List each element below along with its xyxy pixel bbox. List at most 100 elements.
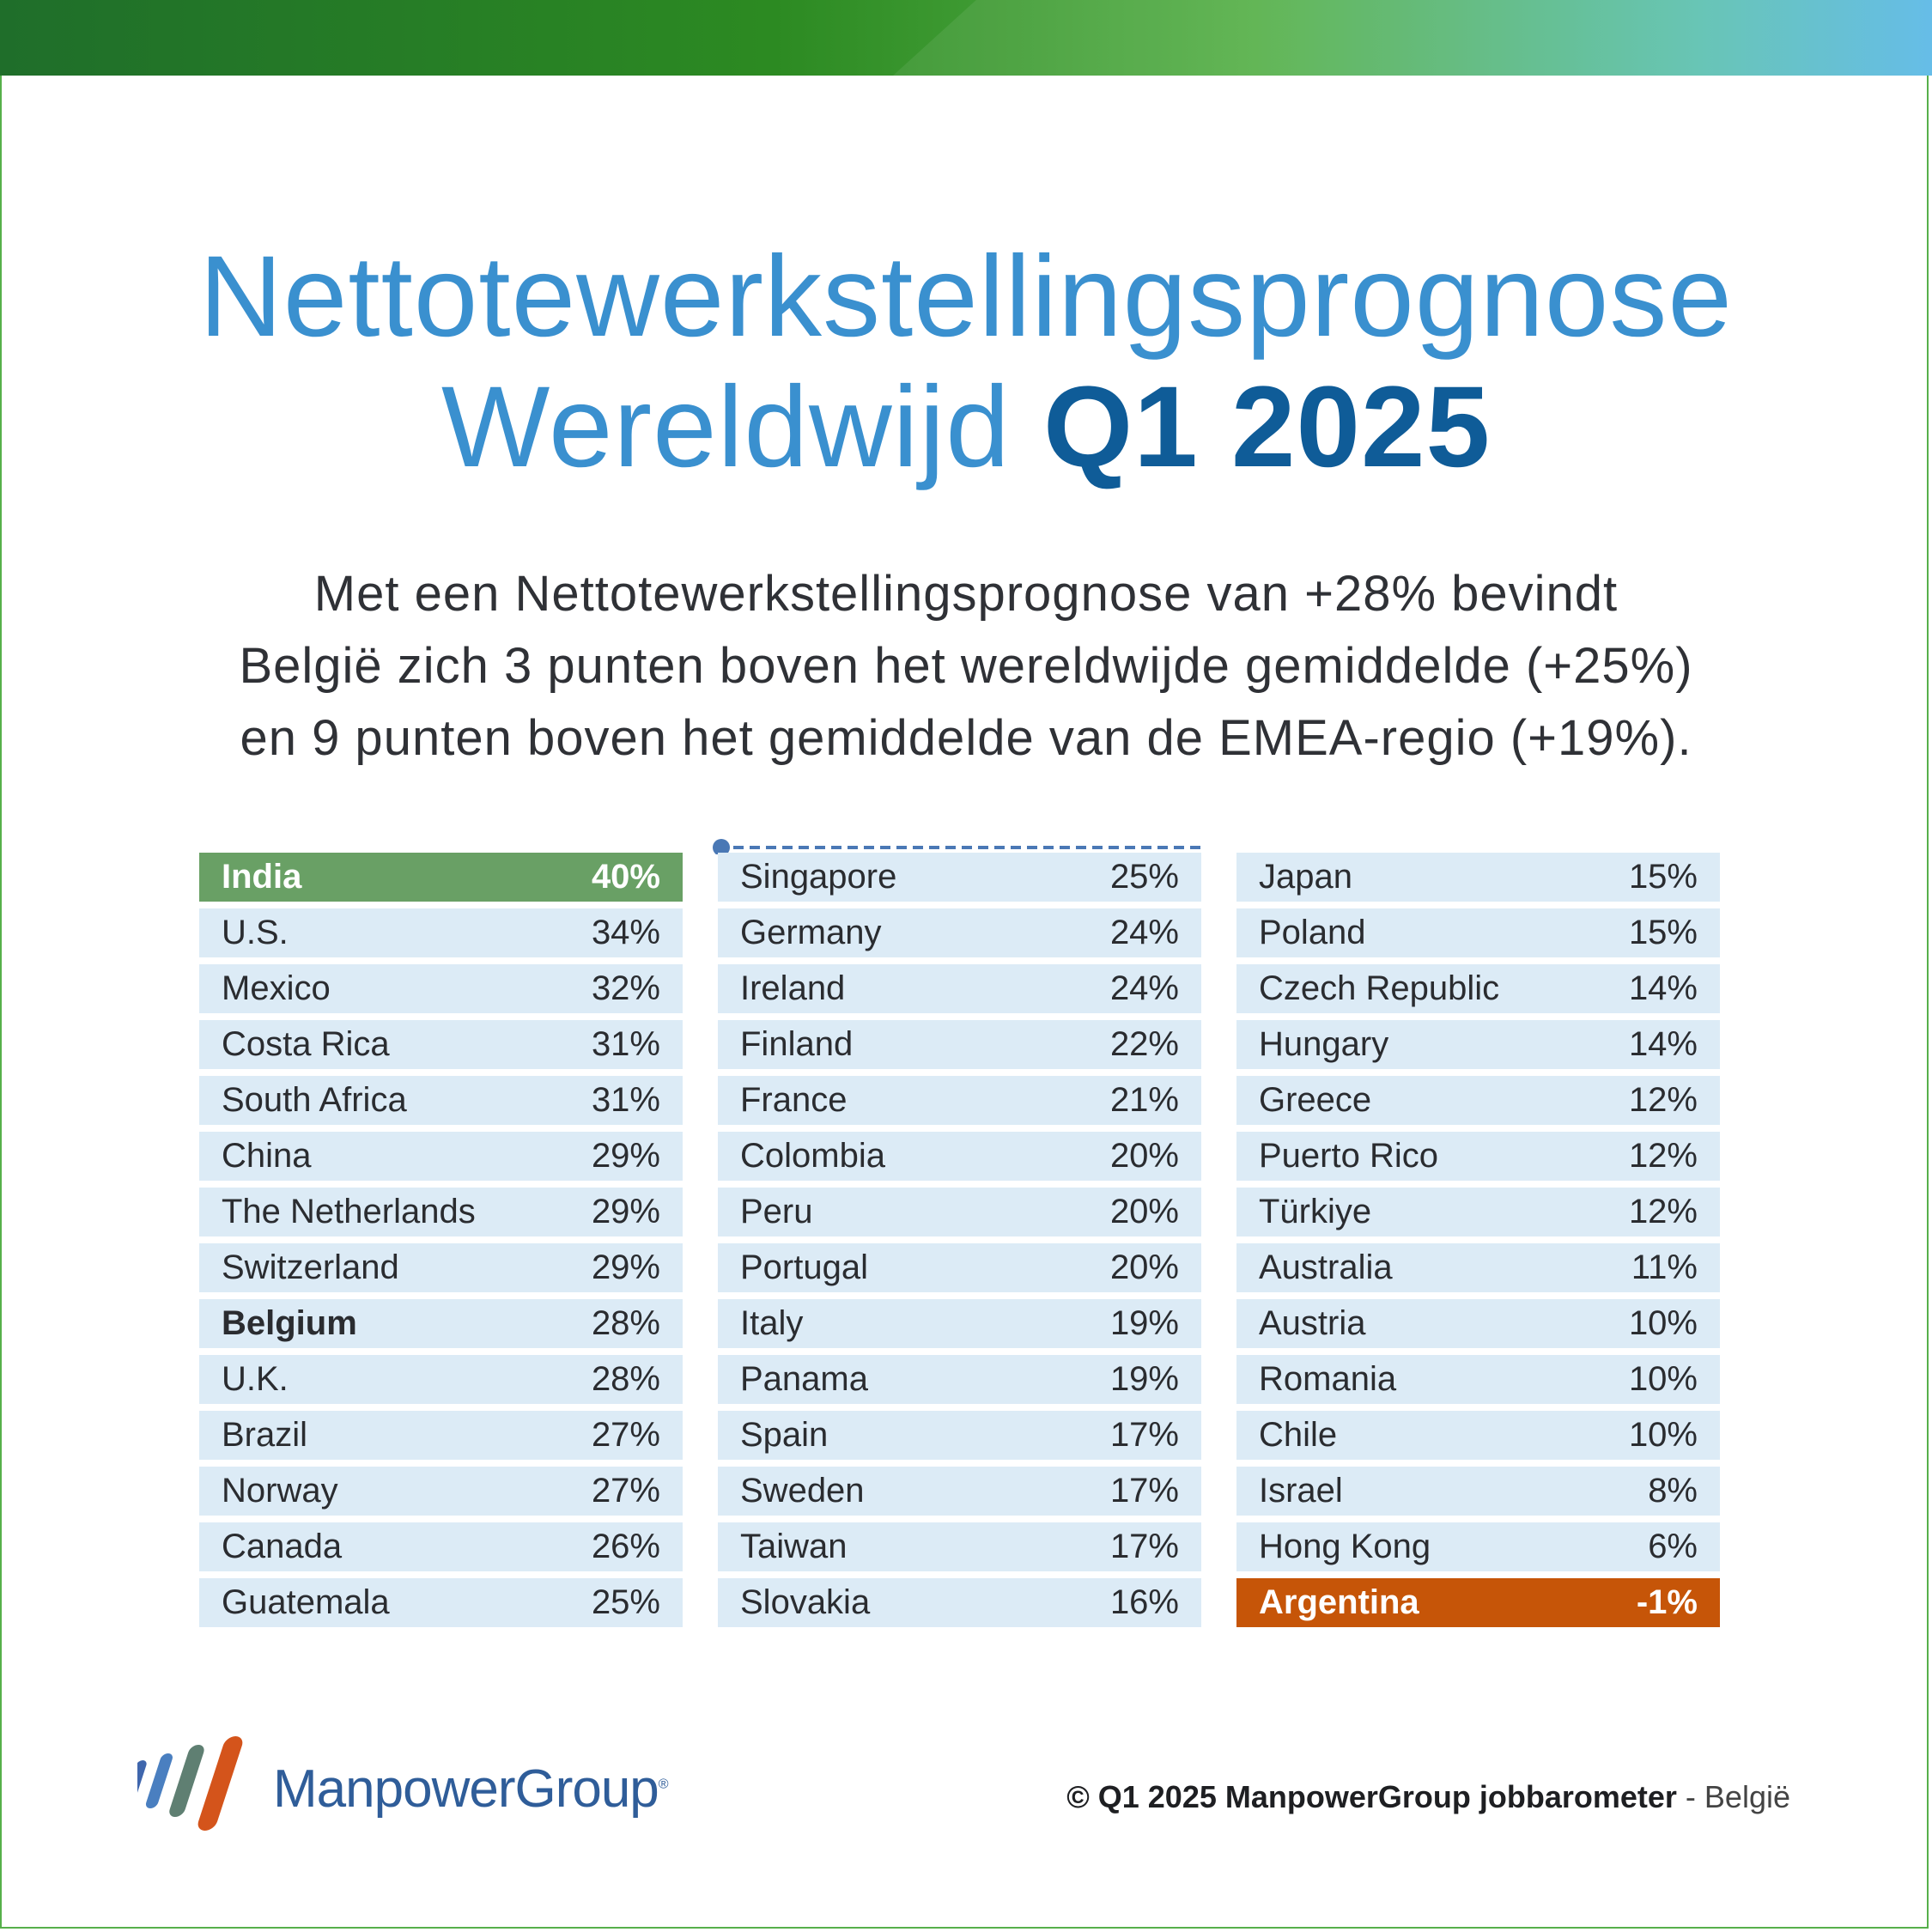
country-name: Australia [1259, 1249, 1393, 1286]
country-name: Argentina [1259, 1583, 1419, 1621]
table-row: Australia 11% [1236, 1243, 1720, 1292]
outlook-value: 19% [1109, 1304, 1179, 1342]
outlook-value: -1% [1636, 1583, 1698, 1621]
table-row: U.S. 34% [199, 908, 683, 957]
table-row: India 40% [199, 853, 683, 902]
country-name: The Netherlands [222, 1193, 476, 1230]
outlook-value: 17% [1109, 1472, 1179, 1510]
country-name: Chile [1259, 1416, 1338, 1454]
table-row: Canada 26% [199, 1522, 683, 1571]
table-row: Japan 15% [1236, 853, 1720, 902]
country-name: Hong Kong [1259, 1528, 1431, 1565]
country-name: Portugal [740, 1249, 868, 1286]
country-name: India [222, 858, 302, 896]
logo-registered-mark: ® [658, 1777, 669, 1792]
outlook-value: 31% [591, 1025, 660, 1063]
table-row: Brazil 27% [199, 1411, 683, 1460]
outlook-value: 15% [1628, 858, 1698, 896]
country-name: Greece [1259, 1081, 1372, 1119]
country-name: U.K. [222, 1360, 289, 1398]
title-period: Q1 2025 [1043, 363, 1492, 491]
country-name: Mexico [222, 969, 331, 1007]
intro-line-3: en 9 punten boven het gemiddelde van de … [240, 710, 1692, 766]
table-row: Hong Kong 6% [1236, 1522, 1720, 1571]
ranking-column-2: Singapore 25% Germany 24% Ireland 24% Finland 2… [718, 853, 1201, 1634]
table-row: Spain 17% [718, 1411, 1201, 1460]
outlook-value: 20% [1109, 1249, 1179, 1286]
footer-separator: - [1676, 1779, 1704, 1814]
outlook-value: 26% [591, 1528, 660, 1565]
intro-line-1: Met een Nettotewerkstellingsprognose van… [313, 566, 1619, 622]
table-row: Germany 24% [718, 908, 1201, 957]
table-row: Hungary 14% [1236, 1020, 1720, 1069]
country-name: Poland [1259, 914, 1366, 951]
connector-dot [713, 839, 730, 854]
outlook-value: 6% [1648, 1528, 1698, 1565]
table-row: Italy 19% [718, 1299, 1201, 1348]
outlook-value: 10% [1628, 1416, 1698, 1454]
country-name: Norway [222, 1472, 338, 1510]
table-row: Guatemala 25% [199, 1578, 683, 1627]
table-row: Colombia 20% [718, 1132, 1201, 1181]
outlook-value: 25% [591, 1583, 660, 1621]
table-row: Costa Rica 31% [199, 1020, 683, 1069]
table-row: Portugal 20% [718, 1243, 1201, 1292]
country-name: South Africa [222, 1081, 407, 1119]
table-row: Peru 20% [718, 1188, 1201, 1236]
table-row: Romania 10% [1236, 1355, 1720, 1404]
outlook-value: 22% [1109, 1025, 1179, 1063]
manpowergroup-logo-text: ManpowerGroup® [273, 1759, 669, 1820]
outlook-value: 20% [1109, 1193, 1179, 1230]
country-name: Italy [740, 1304, 804, 1342]
outlook-value: 17% [1109, 1416, 1179, 1454]
outlook-value: 14% [1628, 969, 1698, 1007]
country-name: Hungary [1259, 1025, 1389, 1063]
outlook-value: 16% [1109, 1583, 1179, 1621]
country-name: Puerto Rico [1259, 1137, 1438, 1175]
table-row: Czech Republic 14% [1236, 964, 1720, 1013]
ranking-column-3: Japan 15% Poland 15% Czech Republic 14% Hungar… [1236, 853, 1720, 1634]
dashed-connector [713, 839, 1200, 854]
country-name: Germany [740, 914, 882, 951]
country-name: Costa Rica [222, 1025, 390, 1063]
country-name: China [222, 1137, 312, 1175]
table-row: The Netherlands 29% [199, 1188, 683, 1236]
outlook-value: 24% [1109, 914, 1179, 951]
table-row: Türkiye 12% [1236, 1188, 1720, 1236]
country-name: Brazil [222, 1416, 308, 1454]
country-name: Czech Republic [1259, 969, 1500, 1007]
outlook-value: 32% [591, 969, 660, 1007]
country-name: Peru [740, 1193, 813, 1230]
outlook-value: 21% [1109, 1081, 1179, 1119]
outlook-value: 20% [1109, 1137, 1179, 1175]
outlook-value: 27% [591, 1416, 660, 1454]
country-name: Finland [740, 1025, 854, 1063]
outlook-value: 12% [1628, 1193, 1698, 1230]
outlook-value: 10% [1628, 1304, 1698, 1342]
ranking-column-1: India 40% U.S. 34% Mexico 32% Costa Rica 31% Sou… [199, 853, 683, 1634]
table-row: Ireland 24% [718, 964, 1201, 1013]
outlook-value: 11% [1631, 1249, 1698, 1286]
country-name: Singapore [740, 858, 897, 896]
intro-paragraph: Met een Nettotewerkstellingsprognose van… [129, 558, 1803, 775]
country-name: Canada [222, 1528, 343, 1565]
outlook-value: 17% [1109, 1528, 1179, 1565]
table-row: Switzerland 29% [199, 1243, 683, 1292]
country-name: Taiwan [740, 1528, 848, 1565]
country-name: Colombia [740, 1137, 885, 1175]
table-row: Norway 27% [199, 1467, 683, 1516]
country-name: Spain [740, 1416, 829, 1454]
top-gradient-banner [0, 0, 1932, 76]
table-row: Mexico 32% [199, 964, 683, 1013]
outlook-value: 28% [591, 1304, 660, 1342]
footer-source: © Q1 2025 ManpowerGroup jobbarometer [1066, 1779, 1677, 1814]
table-row: Puerto Rico 12% [1236, 1132, 1720, 1181]
table-row: Chile 10% [1236, 1411, 1720, 1460]
country-name: Japan [1259, 858, 1352, 896]
outlook-value: 12% [1628, 1081, 1698, 1119]
outlook-value: 34% [591, 914, 660, 951]
outlook-value: 10% [1628, 1360, 1698, 1398]
country-name: Romania [1259, 1360, 1397, 1398]
table-row: South Africa 31% [199, 1076, 683, 1125]
outlook-value: 19% [1109, 1360, 1179, 1398]
